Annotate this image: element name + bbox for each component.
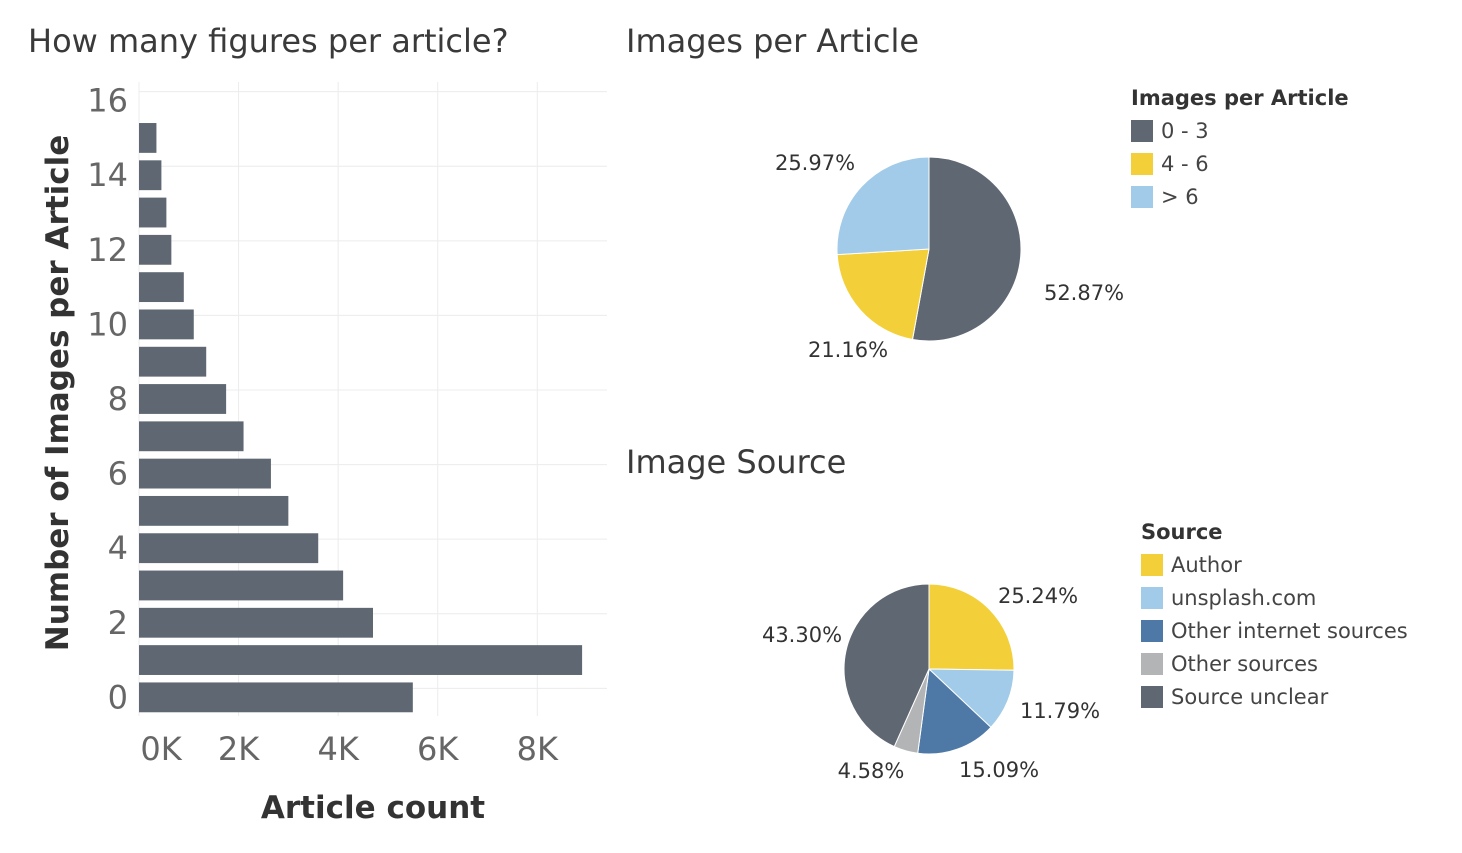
- legend-swatch: [1141, 586, 1163, 609]
- legend-title: Source: [1141, 520, 1223, 544]
- bar-chart-title: How many figures per article?: [28, 22, 509, 60]
- legend-item[interactable]: unsplash.com: [1141, 581, 1408, 614]
- pie-slice: [928, 583, 1015, 671]
- legend-item[interactable]: Other sources: [1141, 647, 1408, 680]
- bar: [139, 645, 583, 675]
- legend-item[interactable]: Other internet sources: [1141, 614, 1408, 647]
- legend-item[interactable]: 4 - 6: [1131, 147, 1349, 180]
- bar: [139, 458, 271, 489]
- bar-chart: 0K 2K 4K 6K 8K 0 2 4 6 8 10 12 14 16 Article count Numb…: [40, 82, 607, 826]
- slice-label: 52.87%: [1044, 281, 1124, 305]
- y-tick-label: 4: [108, 529, 128, 567]
- y-tick-label: 6: [108, 455, 128, 493]
- y-tick-label: 14: [87, 156, 128, 194]
- legend-item[interactable]: 0 - 3: [1131, 114, 1349, 147]
- bar: [139, 197, 167, 228]
- x-axis-title: Article count: [261, 790, 485, 826]
- legend-title: Images per Article: [1131, 86, 1349, 110]
- y-tick-label: 2: [108, 604, 128, 642]
- y-tick-label: 0: [108, 678, 128, 716]
- pie-slice: [927, 668, 1015, 729]
- slice-label: 43.30%: [762, 623, 842, 647]
- x-tick-label: 4K: [317, 730, 359, 768]
- legend-label: 4 - 6: [1161, 151, 1209, 176]
- bar: [139, 495, 289, 526]
- legend-item[interactable]: > 6: [1131, 180, 1349, 213]
- legend-swatch: [1131, 152, 1153, 175]
- pie-slice: [911, 156, 1022, 342]
- legend-swatch: [1141, 652, 1163, 675]
- bar: [139, 272, 184, 303]
- y-tick-label: 16: [87, 82, 128, 120]
- legend-images-per-article: Images per Article 0 - 3 4 - 6 > 6: [1131, 86, 1349, 213]
- x-tick-label: 2K: [218, 730, 260, 768]
- pie-source-title: Image Source: [626, 443, 847, 481]
- bar: [139, 346, 207, 377]
- y-tick-label: 8: [108, 380, 128, 418]
- pie-image-source: 25.24% 11.79% 15.09% 4.58% 43.30%: [762, 583, 1100, 783]
- bar: [139, 309, 194, 340]
- bar: [139, 682, 413, 713]
- bar: [139, 570, 344, 601]
- pie-images-per-article: 52.87% 21.16% 25.97%: [775, 151, 1124, 362]
- x-tick-label: 0K: [140, 730, 182, 768]
- slice-label: 15.09%: [959, 758, 1039, 782]
- x-tick-label: 6K: [417, 730, 459, 768]
- x-tick-label: 8K: [517, 730, 559, 768]
- legend-swatch: [1141, 553, 1163, 576]
- legend-image-source: Source Author unsplash.com Other internet …: [1141, 520, 1408, 713]
- pie-slice: [843, 583, 930, 748]
- legend-label: Author: [1171, 552, 1242, 577]
- legend-label: unsplash.com: [1171, 585, 1317, 610]
- pie-slice: [836, 156, 930, 256]
- bar: [139, 234, 172, 265]
- slice-label: 25.97%: [775, 151, 855, 175]
- legend-swatch: [1141, 619, 1163, 642]
- legend-label: > 6: [1161, 184, 1199, 209]
- slice-label: 21.16%: [808, 338, 888, 362]
- legend-item[interactable]: Source unclear: [1141, 680, 1408, 713]
- bar: [139, 421, 244, 452]
- legend-label: 0 - 3: [1161, 118, 1209, 143]
- legend-swatch: [1131, 119, 1153, 142]
- legend-label: Source unclear: [1171, 684, 1329, 709]
- slice-label: 11.79%: [1020, 699, 1100, 723]
- legend-swatch: [1141, 685, 1163, 708]
- bar: [139, 160, 162, 191]
- bar: [139, 533, 319, 564]
- bar: [139, 384, 227, 414]
- pie-slice: [917, 667, 992, 755]
- slice-label: 4.58%: [838, 759, 905, 783]
- legend-item[interactable]: Author: [1141, 548, 1408, 581]
- slice-label: 25.24%: [998, 584, 1078, 608]
- y-tick-label: 12: [87, 231, 128, 269]
- legend-label: Other internet sources: [1171, 618, 1408, 643]
- bar: [139, 123, 157, 153]
- bar: [139, 607, 373, 638]
- legend-label: Other sources: [1171, 651, 1318, 676]
- pie-images-title: Images per Article: [626, 22, 920, 60]
- pie-slice: [836, 248, 930, 341]
- y-axis-title: Number of Images per Article: [40, 135, 76, 651]
- legend-swatch: [1131, 185, 1153, 208]
- y-tick-label: 10: [87, 305, 128, 343]
